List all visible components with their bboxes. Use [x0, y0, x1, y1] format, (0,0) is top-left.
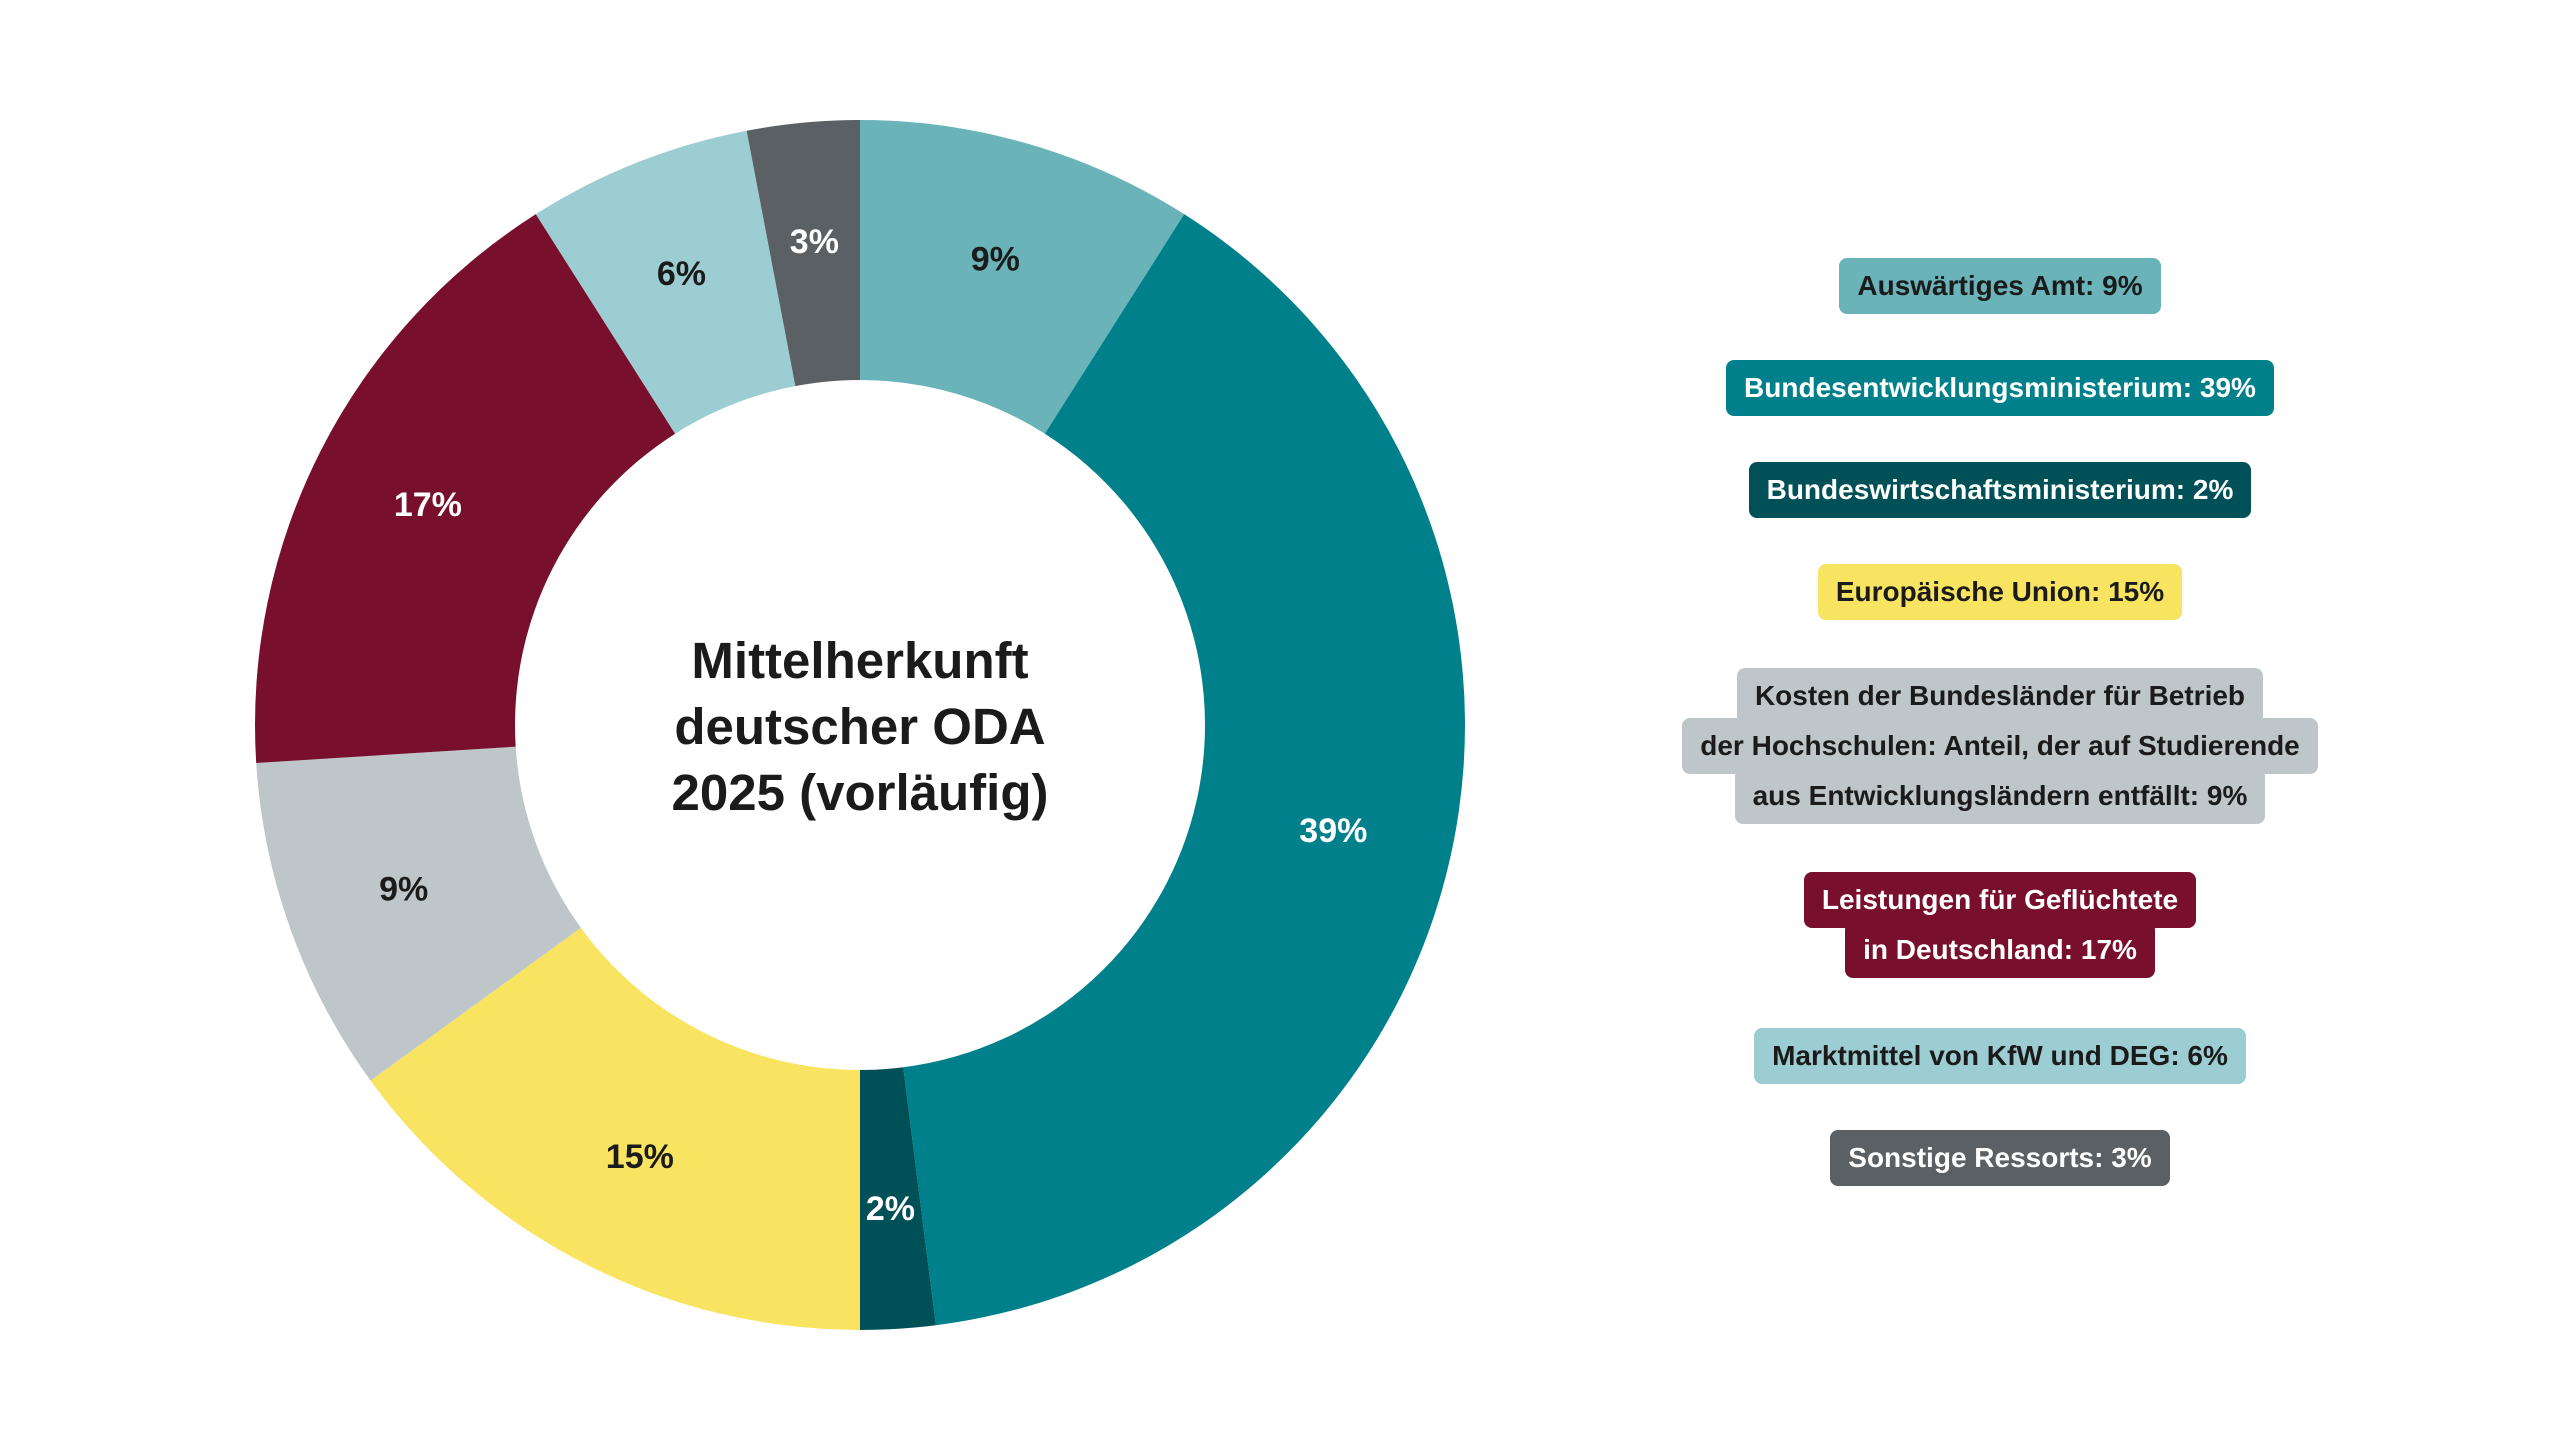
legend-item: Auswärtiges Amt: 9%: [1650, 258, 2350, 314]
legend-label: Europäische Union: 15%: [1817, 564, 2183, 620]
donut-slice: [860, 120, 1185, 434]
chart-title-line: Mittelherkunft: [691, 632, 1029, 689]
donut-slice: [746, 120, 860, 387]
donut-slice: [535, 130, 796, 434]
legend-item: Kosten der Bundesländer für Betrieb der H…: [1650, 668, 2350, 824]
donut-slice: [254, 214, 676, 763]
slice-label: 6%: [657, 255, 706, 293]
slice-label: 9%: [379, 870, 428, 908]
legend-item: Bundeswirtschaftsministerium: 2%: [1650, 462, 2350, 518]
legend-item: Sonstige Ressorts: 3%: [1650, 1130, 2350, 1186]
donut-slice: [903, 214, 1466, 1326]
slice-label: 39%: [1299, 812, 1367, 850]
slice-label: 9%: [971, 240, 1020, 278]
donut-slice: [256, 746, 581, 1081]
legend-item: Marktmittel von KfW und DEG: 6%: [1650, 1028, 2350, 1084]
legend-label: Leistungen für Geflüchtete: [1803, 872, 2197, 928]
slice-label: 3%: [790, 223, 839, 261]
legend-label: Marktmittel von KfW und DEG: 6%: [1754, 1028, 2246, 1084]
legend-label: Kosten der Bundesländer für Betrieb: [1736, 668, 2264, 724]
legend-label: aus Entwicklungsländern entfällt: 9%: [1734, 768, 2266, 824]
legend-label: Bundeswirtschaftsministerium: 2%: [1748, 462, 2252, 518]
slice-label: 15%: [606, 1138, 674, 1176]
legend-label: in Deutschland: 17%: [1845, 922, 2155, 978]
chart-title: Mittelherkunft deutscher ODA 2025 (vorlä…: [600, 628, 1120, 826]
donut-slice: [370, 927, 860, 1330]
donut-slice: [860, 1067, 936, 1330]
legend-label: Auswärtiges Amt: 9%: [1839, 258, 2161, 314]
legend-item: Leistungen für Geflüchtete in Deutschland…: [1650, 872, 2350, 978]
legend-item: Bundesentwicklungsministerium: 39%: [1650, 360, 2350, 416]
slice-label: 2%: [866, 1190, 915, 1228]
chart-title-line: 2025 (vorläufig): [671, 764, 1049, 821]
legend-label: der Hochschulen: Anteil, der auf Studier…: [1682, 718, 2318, 774]
slice-label: 17%: [394, 486, 462, 524]
chart-title-line: deutscher ODA: [674, 698, 1046, 755]
legend-label: Bundesentwicklungsministerium: 39%: [1726, 360, 2274, 416]
legend-label: Sonstige Ressorts: 3%: [1830, 1130, 2170, 1186]
legend-item: Europäische Union: 15%: [1650, 564, 2350, 620]
